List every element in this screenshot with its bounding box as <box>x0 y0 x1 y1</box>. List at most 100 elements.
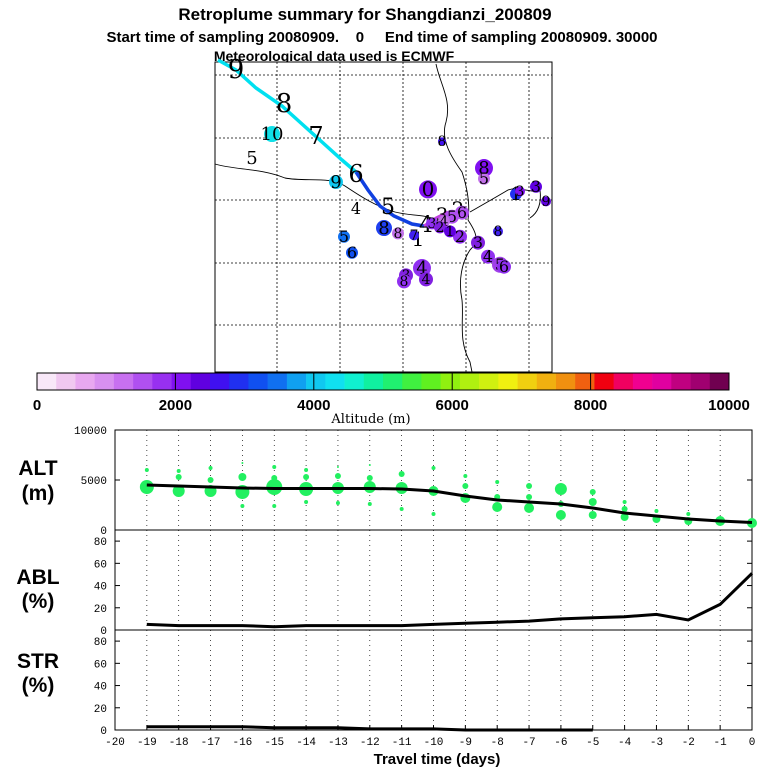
alt-particle-cluster <box>621 506 628 512</box>
trajectory-marker-dot <box>434 221 446 234</box>
colorbar-cell <box>613 373 634 390</box>
abl-ytick-label: 60 <box>94 559 107 571</box>
trajectory-day-label: 5 <box>339 227 349 246</box>
alt-particle-cluster <box>492 502 503 512</box>
colorbar-cell <box>690 373 711 390</box>
trajectory-day-label: 4 <box>483 247 493 266</box>
alt-particle-cluster <box>495 480 500 484</box>
map-frame <box>214 61 553 373</box>
trajectory-marker-dot <box>329 175 343 190</box>
trajectory-day-label: 0 <box>422 177 435 201</box>
trajectory-marker-dot <box>493 226 503 237</box>
alt-particle-cluster <box>208 466 213 470</box>
trajectory-marker-dot <box>419 272 433 287</box>
colorbar-cell <box>498 373 518 390</box>
abl-ytick-label: 80 <box>94 537 107 549</box>
trajectory-marker-dot <box>475 159 493 178</box>
colorbar-cell <box>459 373 480 390</box>
xtick-label: -15 <box>264 737 284 749</box>
colorbar-tick-label: 8000 <box>574 397 607 414</box>
trajectory-day-label: 8 <box>438 134 447 150</box>
xtick-label: -3 <box>650 737 663 749</box>
alt-panel: ALT (m) 0 5000 10000 <box>18 426 757 538</box>
trajectory-day-label: 10 <box>261 124 284 145</box>
colorbar-cell <box>479 373 499 390</box>
trajectory-marker-dot <box>478 172 490 185</box>
str-ytick-label: 20 <box>94 704 107 716</box>
colorbar-cell <box>267 373 288 390</box>
colorbar-cell <box>37 373 57 390</box>
colorbar-cell <box>306 373 326 390</box>
trajectory-day-label: 3 <box>516 184 525 200</box>
colorbar-label: Altitude (m) <box>330 412 410 427</box>
alt-particle-cluster <box>620 513 629 521</box>
alt-ytick-label: 5000 <box>81 476 107 488</box>
trajectory-day-label: 4 <box>422 272 431 288</box>
alt-particle-cluster <box>172 485 185 497</box>
alt-series-line <box>146 483 753 524</box>
alt-particle-cluster <box>368 464 371 466</box>
trajectory-day-label: 5 <box>246 148 257 169</box>
colorbar-tick-label: 2000 <box>159 397 192 414</box>
xtick-label: -14 <box>296 737 316 749</box>
alt-particle-cluster <box>176 469 181 473</box>
colorbar-cell <box>517 373 538 390</box>
alt-particle-cluster <box>398 471 405 477</box>
str-panel: STR (%) 0 20 40 60 80 <box>17 629 753 738</box>
trajectory-day-label: 4 <box>416 258 427 279</box>
trajectory-day-label: 8 <box>400 274 409 290</box>
trajectory-marker-dot <box>338 230 350 243</box>
xtick-label: -17 <box>201 737 221 749</box>
colorbar-cell <box>113 373 134 390</box>
abl-panel: ABL (%) 0 20 40 60 80 <box>16 529 754 638</box>
trajectory-marker-dot <box>471 235 485 250</box>
colorbar-cell <box>383 373 403 390</box>
sampling-subtitle: Start time of sampling 20080909. 0 End t… <box>106 29 657 46</box>
alt-particle-cluster <box>622 500 627 504</box>
colorbar-cell <box>652 373 672 390</box>
alt-particle-cluster <box>654 509 659 513</box>
trajectory-day-label: 4 <box>440 214 449 230</box>
abl-panel-label: ABL <box>16 566 59 589</box>
trajectory-marker-dot <box>264 126 280 143</box>
abl-series-line <box>146 572 754 629</box>
colorbar-cell <box>94 373 115 390</box>
xtick-label: -18 <box>169 737 189 749</box>
colorbar-tick-label: 0 <box>33 397 41 414</box>
colorbar-cell <box>556 373 576 390</box>
trajectory-markers: 9876543211059458608523456438138987654321… <box>228 55 551 290</box>
colorbar-cell <box>325 373 345 390</box>
colorbar-cell <box>286 373 307 390</box>
alt-particle-cluster <box>747 518 757 528</box>
trajectory-day-label: 9 <box>542 194 551 210</box>
xtick-label: -13 <box>328 737 348 749</box>
colorbar-cell <box>152 373 172 390</box>
alt-particle-cluster <box>303 474 310 480</box>
trajectory-marker-dot <box>346 246 358 259</box>
colorbar-cell <box>632 373 653 390</box>
alt-particle-cluster <box>334 473 341 479</box>
trajectory-marker-dot <box>444 225 456 238</box>
str-ytick-label: 60 <box>94 659 107 671</box>
colorbar-cell <box>190 373 211 390</box>
alt-particle-cluster <box>589 489 596 495</box>
trajectory-marker-dot <box>497 259 511 274</box>
trajectory-marker-dot <box>409 230 419 241</box>
trajectory-day-label: 4 <box>351 199 361 218</box>
colorbar-cell <box>210 373 230 390</box>
colorbar-cell <box>402 373 422 390</box>
x-axis: -20 -19 -18 -17 -16 -15 -14 -13 -12 -11 -10 -9 -8 -7-… <box>105 725 755 749</box>
alt-particle-cluster <box>175 474 182 480</box>
trajectory-day-label: 9 <box>330 172 341 193</box>
trajectory-day-label: 5 <box>447 207 457 226</box>
trajectory-day-label: 8 <box>478 158 489 179</box>
trajectory-marker-dot <box>376 220 392 237</box>
colorbar-cell <box>75 373 95 390</box>
colorbar-cell <box>363 373 384 390</box>
trajectory-map: 9876543211059458608523456438138987654321… <box>214 55 553 373</box>
trajectory-day-label: 3 <box>473 233 483 252</box>
alt-particle-cluster <box>207 477 214 483</box>
colorbar-tick-label: 10000 <box>708 397 750 414</box>
colorbar-cell <box>248 373 268 390</box>
colorbar-cell <box>671 373 691 390</box>
